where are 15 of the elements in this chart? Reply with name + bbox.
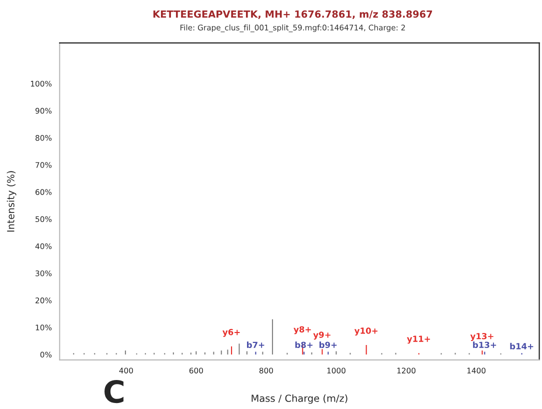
data-label: y9+ [313,332,330,340]
data-label: y13+ [470,332,494,341]
data-label: b9+ [319,342,337,348]
data-label: b13+ [473,342,496,348]
data-label: b7+ [247,342,264,348]
y-axis-title: Intensity (%) [6,171,16,232]
data-label: y10+ [354,328,378,336]
chart-title: KETTEEGEAPVEETK, MH+ 1676.7861, m/z 838.8967 [153,10,432,19]
text: C [104,380,124,404]
x-axis-title: Mass / Charge (m/z) [252,394,348,404]
data-label: b14+ [510,342,534,350]
data-label: y11+ [406,336,430,344]
data-label: y6+ [222,328,240,337]
data-label: y8+ [294,326,311,334]
data-label: b8+ [295,342,312,348]
